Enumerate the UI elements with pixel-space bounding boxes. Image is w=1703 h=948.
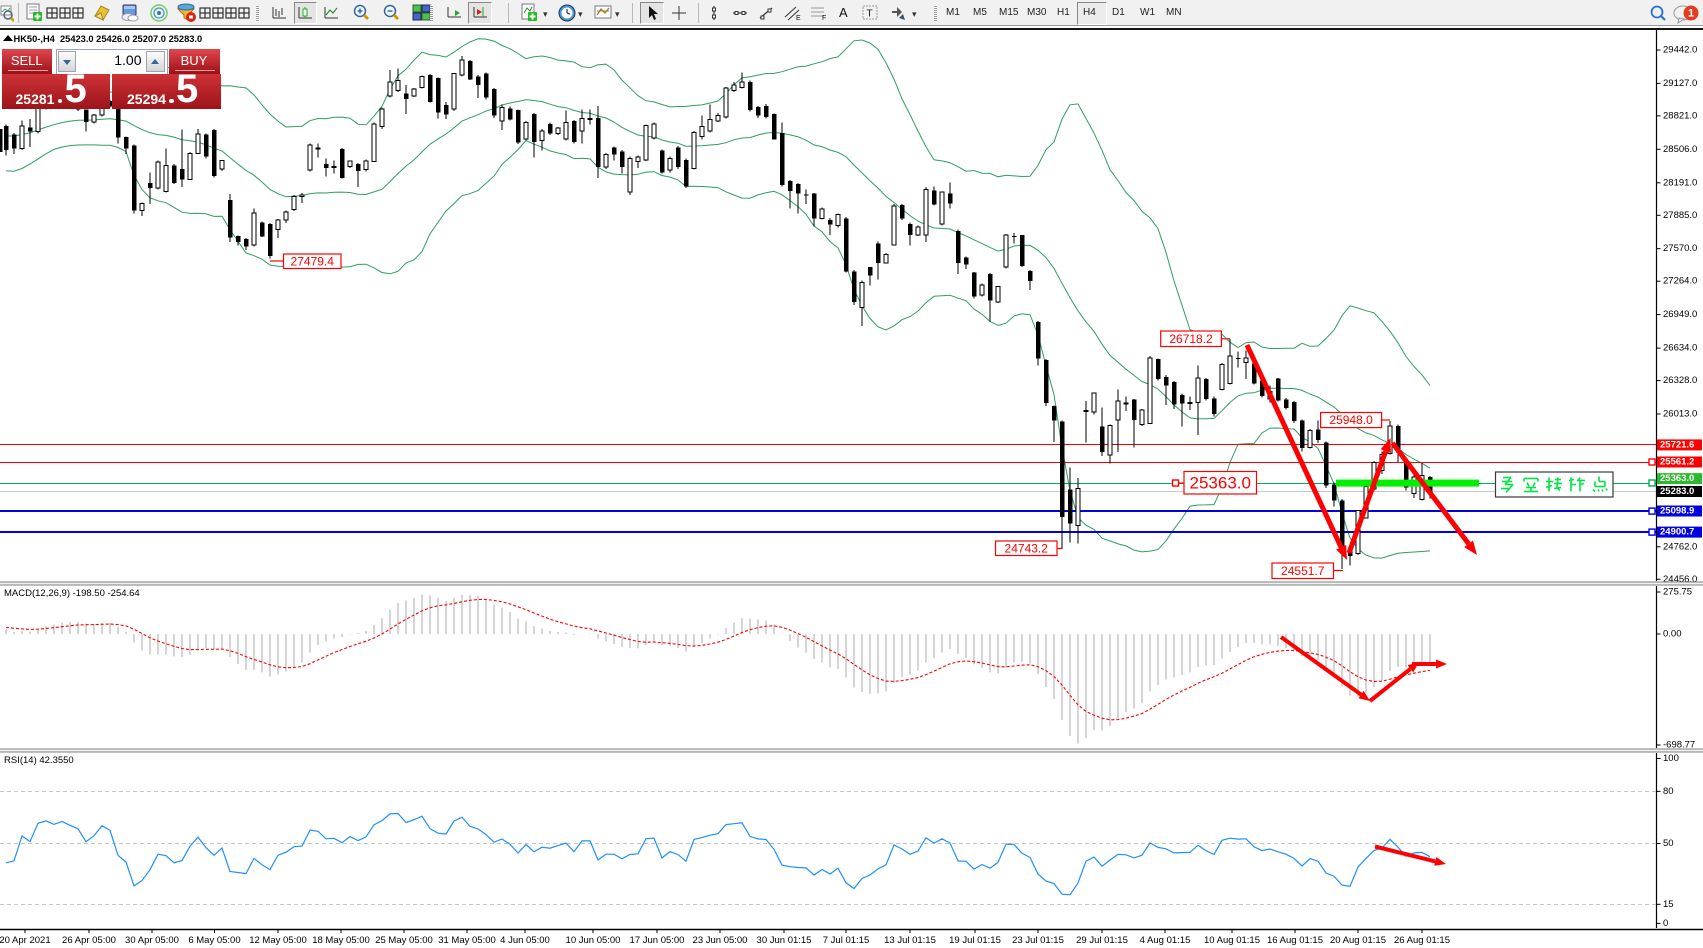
svg-text:80: 80 — [1663, 786, 1674, 797]
svg-text:26328.0: 26328.0 — [1663, 375, 1697, 386]
svg-text:100: 100 — [1663, 753, 1679, 764]
svg-text:25948.0: 25948.0 — [1329, 413, 1373, 427]
svg-text:26 Apr 05:00: 26 Apr 05:00 — [62, 935, 116, 946]
svg-text:25721.6: 25721.6 — [1660, 439, 1694, 450]
svg-text:0: 0 — [1663, 918, 1668, 929]
svg-text:28821.0: 28821.0 — [1663, 110, 1697, 121]
svg-text:7 Jul 01:15: 7 Jul 01:15 — [823, 935, 869, 946]
svg-text:25 May 05:00: 25 May 05:00 — [375, 935, 433, 946]
svg-text:20 Apr 2021: 20 Apr 2021 — [0, 935, 51, 946]
svg-text:16 Aug 01:15: 16 Aug 01:15 — [1267, 935, 1323, 946]
svg-text:HK50-,H4 25423.0 25426.0 2520: HK50-,H4 25423.0 25426.0 25207.0 25283.0 — [14, 34, 203, 44]
svg-text:4 Aug 01:15: 4 Aug 01:15 — [1140, 935, 1191, 946]
svg-text:24900.7: 24900.7 — [1660, 527, 1694, 538]
svg-text:17 Jun 05:00: 17 Jun 05:00 — [630, 935, 685, 946]
svg-text:25363.0: 25363.0 — [1190, 473, 1251, 492]
svg-text:30 Jun 01:15: 30 Jun 01:15 — [757, 935, 812, 946]
svg-text:25283.0: 25283.0 — [1660, 486, 1694, 497]
svg-text:25561.2: 25561.2 — [1660, 457, 1694, 468]
svg-text:4 Jun 05:00: 4 Jun 05:00 — [500, 935, 550, 946]
svg-text:50: 50 — [1663, 838, 1674, 849]
svg-text:28506.0: 28506.0 — [1663, 144, 1697, 155]
svg-text:30 Apr 05:00: 30 Apr 05:00 — [125, 935, 179, 946]
svg-text:23 Jul 01:15: 23 Jul 01:15 — [1012, 935, 1064, 946]
svg-text:23 Jun 05:00: 23 Jun 05:00 — [693, 935, 748, 946]
svg-text:24762.0: 24762.0 — [1663, 541, 1697, 552]
svg-text:24551.7: 24551.7 — [1281, 564, 1325, 578]
svg-text:E: E — [796, 15, 801, 21]
svg-text:26949.0: 26949.0 — [1663, 309, 1697, 320]
svg-text:F: F — [822, 15, 826, 21]
svg-text:T: T — [867, 9, 873, 20]
svg-text:31 May 05:00: 31 May 05:00 — [438, 935, 496, 946]
svg-text:0.00: 0.00 — [1663, 629, 1682, 640]
svg-text:19 Jul 01:15: 19 Jul 01:15 — [949, 935, 1001, 946]
svg-text:-698.77: -698.77 — [1663, 740, 1695, 751]
svg-text:12 May 05:00: 12 May 05:00 — [249, 935, 307, 946]
svg-text:26718.2: 26718.2 — [1169, 332, 1213, 346]
svg-text:6 May 05:00: 6 May 05:00 — [188, 935, 240, 946]
svg-text:29 Jul 01:15: 29 Jul 01:15 — [1076, 935, 1128, 946]
svg-text:10 Aug 01:15: 10 Aug 01:15 — [1204, 935, 1260, 946]
svg-text:25363.0: 25363.0 — [1660, 473, 1694, 484]
svg-text:25098.9: 25098.9 — [1660, 506, 1694, 517]
svg-text:24743.2: 24743.2 — [1005, 541, 1049, 555]
svg-text:15: 15 — [1663, 899, 1674, 910]
svg-text:10 Jun 05:00: 10 Jun 05:00 — [566, 935, 621, 946]
svg-text:27570.0: 27570.0 — [1663, 243, 1697, 254]
svg-text:29127.0: 29127.0 — [1663, 78, 1697, 89]
svg-text:20 Aug 01:15: 20 Aug 01:15 — [1330, 935, 1386, 946]
svg-text:26634.0: 26634.0 — [1663, 343, 1697, 354]
svg-text:26013.0: 26013.0 — [1663, 409, 1697, 420]
svg-text:27479.4: 27479.4 — [291, 254, 335, 268]
svg-text:26 Aug 01:15: 26 Aug 01:15 — [1394, 935, 1450, 946]
svg-text:27264.0: 27264.0 — [1663, 276, 1697, 287]
svg-text:28191.0: 28191.0 — [1663, 177, 1697, 188]
svg-text:RSI(14) 42.3550: RSI(14) 42.3550 — [4, 755, 74, 766]
svg-text:18 May 05:00: 18 May 05:00 — [312, 935, 370, 946]
svg-text:24456.0: 24456.0 — [1663, 574, 1697, 585]
svg-text:275.75: 275.75 — [1663, 587, 1692, 598]
svg-text:MACD(12,26,9) -198.50 -254.64: MACD(12,26,9) -198.50 -254.64 — [4, 588, 140, 599]
svg-text:1: 1 — [1688, 8, 1694, 20]
svg-text:27885.0: 27885.0 — [1663, 210, 1697, 221]
svg-text:13 Jul 01:15: 13 Jul 01:15 — [884, 935, 936, 946]
svg-text:29442.0: 29442.0 — [1663, 45, 1697, 56]
